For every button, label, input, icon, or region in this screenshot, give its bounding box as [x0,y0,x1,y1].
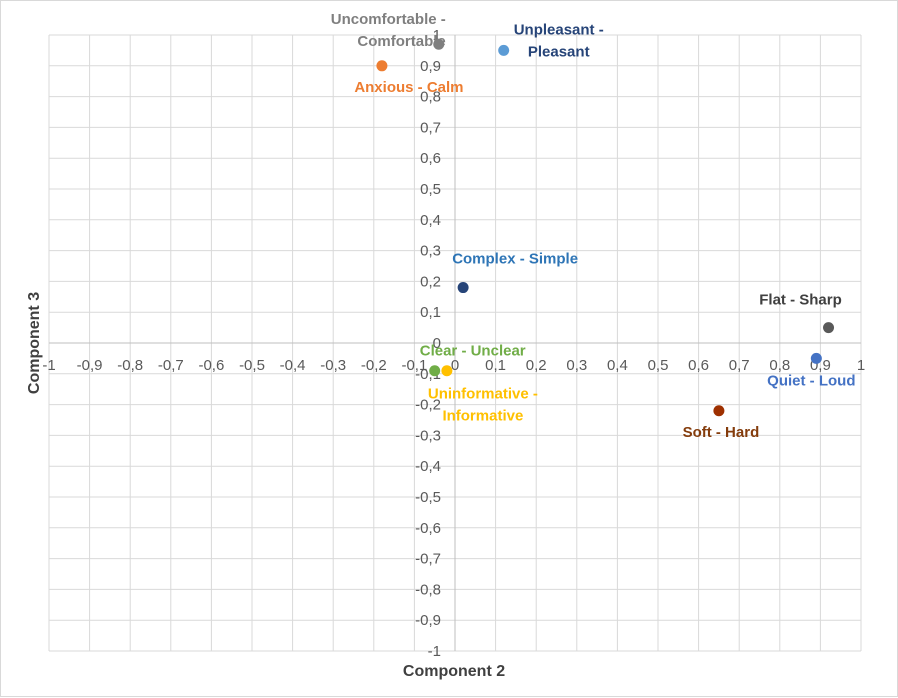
x-tick-label: -0,7 [158,357,184,374]
point-uncomfortable-comfortable [433,38,445,50]
y-tick-label: 0,4 [420,212,441,229]
label-uncomfortable-comfortable: Uncomfortable - Comfortable [331,11,446,50]
label-line: Uncomfortable - [331,11,446,28]
point-quiet-loud [810,352,822,364]
y-tick-label: 0,5 [420,181,441,198]
point-flat-sharp [823,322,835,334]
y-tick-label: -0,7 [415,551,441,568]
label-flat-sharp: Flat - Sharp [759,292,842,309]
label-line: Quiet - Loud [767,372,855,389]
label-clear-unclear: Clear - Unclear [420,343,526,360]
x-tick-label: 1 [857,357,865,374]
point-anxious-calm [376,60,388,72]
label-line: Pleasant [528,43,590,60]
label-line: Comfortable [357,33,445,50]
y-tick-label: 0,8 [420,89,441,106]
x-tick-label: 0 [451,357,459,374]
x-tick-label: -0,1 [401,357,427,374]
y-tick-label: -0,6 [415,520,441,537]
y-tick-label: -1 [428,643,441,660]
x-tick-label: 0,7 [729,357,750,374]
x-tick-labels: -1 -0,9 -0,8 -0,7 -0,6 -0,5 -0,4 -0,3 -0,2 -0,1 0 0… [42,357,865,374]
x-tick-label: -1 [42,357,55,374]
label-line: Informative [442,408,523,425]
y-tick-label: 1 [433,27,441,44]
y-tick-label: 0,1 [420,304,441,321]
x-tick-label: -0,3 [320,357,346,374]
y-axis-title: Component 3 [26,292,43,394]
point-complex-simple [457,282,469,294]
label-line: Flat - Sharp [759,292,842,309]
point-soft-hard [713,405,725,417]
x-tick-label: -0,2 [361,357,387,374]
label-unpleasant-pleasant: Unpleasant - Pleasant [514,21,604,60]
x-tick-label: -0,4 [280,357,306,374]
x-tick-label: 0,4 [607,357,628,374]
y-tick-label: -0,5 [415,489,441,506]
point-unpleasant-pleasant [498,44,510,56]
x-tick-label: 0,6 [688,357,709,374]
x-tick-label: 0,1 [485,357,506,374]
label-line: Uninformative - [428,386,538,403]
y-tick-label: 0,9 [420,58,441,75]
y-tick-label: 0,6 [420,150,441,167]
label-line: Soft - Hard [683,424,760,441]
label-line: Unpleasant - [514,21,604,38]
y-tick-label: 0 [433,335,441,352]
x-tick-label: 0,2 [526,357,547,374]
label-line: Complex - Simple [452,251,578,268]
label-uninformative-informative: Uninformative - Informative [428,386,538,425]
y-tick-label: 0,3 [420,243,441,260]
x-tick-label: 0,8 [769,357,790,374]
data-labels: Uncomfortable - Comfortable Unpleasant - Pl… [331,11,856,441]
label-soft-hard: Soft - Hard [683,424,760,441]
label-complex-simple: Complex - Simple [452,251,578,268]
x-tick-label: 0,3 [566,357,587,374]
x-tick-label: -0,5 [239,357,265,374]
x-tick-label: 0,5 [648,357,669,374]
axes [49,35,861,651]
y-tick-labels: -1-0,9-0,8-0,7-0,6-0,5-0,4-0,3-0,2-0,100… [415,27,441,660]
y-tick-label: -0,2 [415,397,441,414]
point-clear-unclear [429,365,441,377]
label-line: Clear - Unclear [420,343,526,360]
label-anxious-calm: Anxious - Calm [354,79,463,96]
x-tick-label: -0,6 [198,357,224,374]
y-tick-label: -0,8 [415,581,441,598]
x-axis-title: Component 2 [403,663,505,680]
label-line: Anxious - Calm [354,79,463,96]
y-tick-label: -0,3 [415,427,441,444]
label-quiet-loud: Quiet - Loud [767,372,855,389]
y-tick-label: -0,4 [415,458,441,475]
y-tick-label: -0,9 [415,612,441,629]
x-tick-label: -0,9 [77,357,103,374]
y-tick-label: 0,7 [420,119,441,136]
x-tick-label: -0,8 [117,357,143,374]
point-uninformative-informative [441,365,453,377]
data-points [376,38,835,417]
y-tick-label: 0,2 [420,273,441,290]
